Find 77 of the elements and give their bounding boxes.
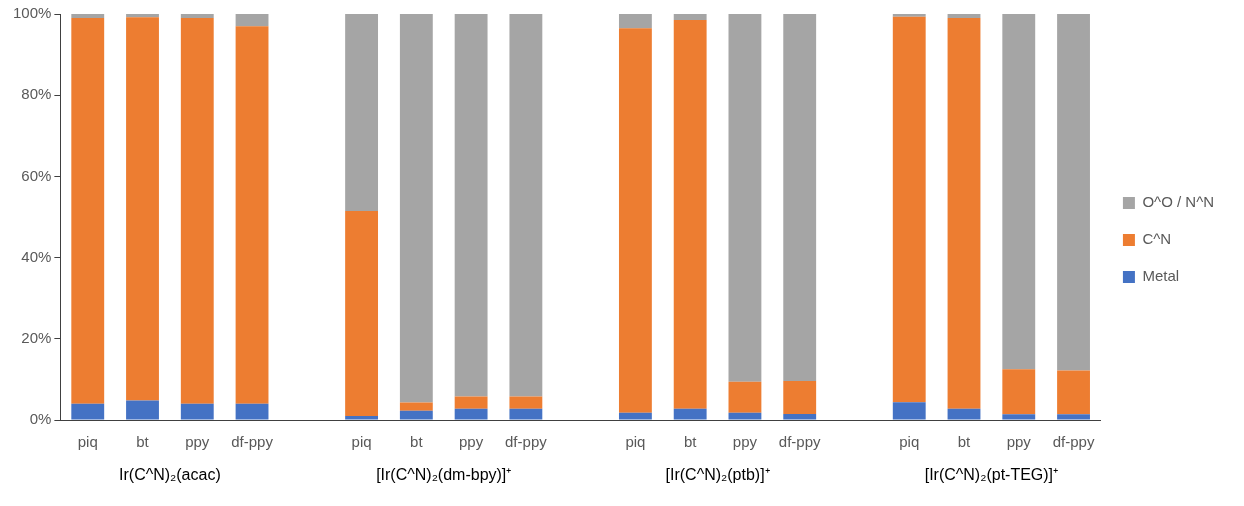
bar — [728, 14, 762, 382]
y-tick-label: 20% — [21, 328, 52, 346]
bar — [454, 408, 488, 420]
x-tick-label: bt — [410, 433, 424, 451]
bar — [345, 210, 379, 416]
bar — [399, 410, 433, 420]
bar — [947, 14, 981, 19]
text: [Ir(C^N)₂(dm-bpy)]⁺ — [376, 466, 512, 484]
bar — [783, 413, 817, 420]
x-tick-label: df-ppy — [505, 433, 548, 451]
bar — [399, 402, 433, 411]
bar — [618, 14, 652, 29]
bar — [126, 14, 159, 18]
bar — [1002, 414, 1036, 420]
bar — [673, 14, 707, 21]
bar — [509, 14, 543, 397]
legend-label: C^N — [1142, 230, 1172, 248]
bar — [180, 14, 214, 19]
x-tick-label: piq — [77, 433, 98, 451]
bar — [345, 14, 379, 211]
x-tick-label: df-ppy — [1052, 433, 1095, 451]
bar — [71, 403, 105, 420]
x-tick-label: ppy — [459, 433, 484, 451]
bar — [235, 403, 269, 420]
bar — [1002, 14, 1036, 370]
bar — [180, 403, 214, 420]
bar — [235, 26, 269, 404]
x-tick-label: bt — [683, 433, 698, 451]
x-tick-label: bt — [957, 433, 972, 451]
bar — [728, 412, 762, 420]
bar — [126, 17, 159, 401]
bar — [673, 20, 707, 409]
bar — [947, 18, 981, 409]
bar — [1057, 370, 1090, 415]
bar — [892, 14, 926, 17]
text: [Ir(C^N)₂(pt-TEG)]⁺ — [924, 466, 1059, 484]
text: [Ir(C^N)₂(ptb)]⁺ — [665, 466, 770, 484]
y-tick-label: 0% — [29, 410, 52, 428]
x-tick-label: ppy — [185, 433, 210, 451]
legend-label: O^O / N^N — [1142, 193, 1215, 211]
bar — [618, 28, 652, 413]
bar — [783, 14, 817, 382]
bar — [673, 408, 707, 420]
bar — [345, 415, 379, 420]
bar — [454, 396, 488, 409]
bar — [1002, 369, 1036, 415]
bar — [126, 400, 159, 420]
x-tick-label: piq — [899, 433, 920, 451]
x-tick-label: piq — [625, 433, 646, 451]
bar — [399, 14, 433, 403]
y-tick-label: 80% — [21, 85, 52, 103]
bar — [454, 14, 488, 397]
bar — [1057, 14, 1090, 371]
bar — [235, 14, 269, 27]
bar — [509, 396, 543, 409]
x-tick-label: piq — [351, 433, 372, 451]
bar — [180, 18, 214, 404]
x-tick-label: ppy — [1006, 433, 1032, 451]
bar — [1057, 414, 1090, 420]
legend-label: Metal — [1142, 267, 1180, 285]
bar — [509, 408, 543, 420]
bar — [728, 381, 762, 413]
bar — [71, 18, 105, 404]
x-tick-label: df-ppy — [231, 433, 274, 451]
y-tick-label: 60% — [21, 166, 52, 184]
bar — [71, 14, 105, 19]
x-tick-label: df-ppy — [778, 433, 822, 451]
y-tick-label: 100% — [12, 4, 52, 22]
x-tick-label: ppy — [732, 433, 758, 451]
bar — [892, 16, 926, 403]
x-tick-label: bt — [136, 433, 150, 451]
bar — [892, 402, 926, 420]
bar — [783, 381, 817, 414]
text: Ir(C^N)₂(acac) — [119, 466, 221, 484]
y-tick-label: 40% — [21, 247, 52, 265]
bar — [947, 408, 981, 420]
bar — [618, 412, 652, 420]
